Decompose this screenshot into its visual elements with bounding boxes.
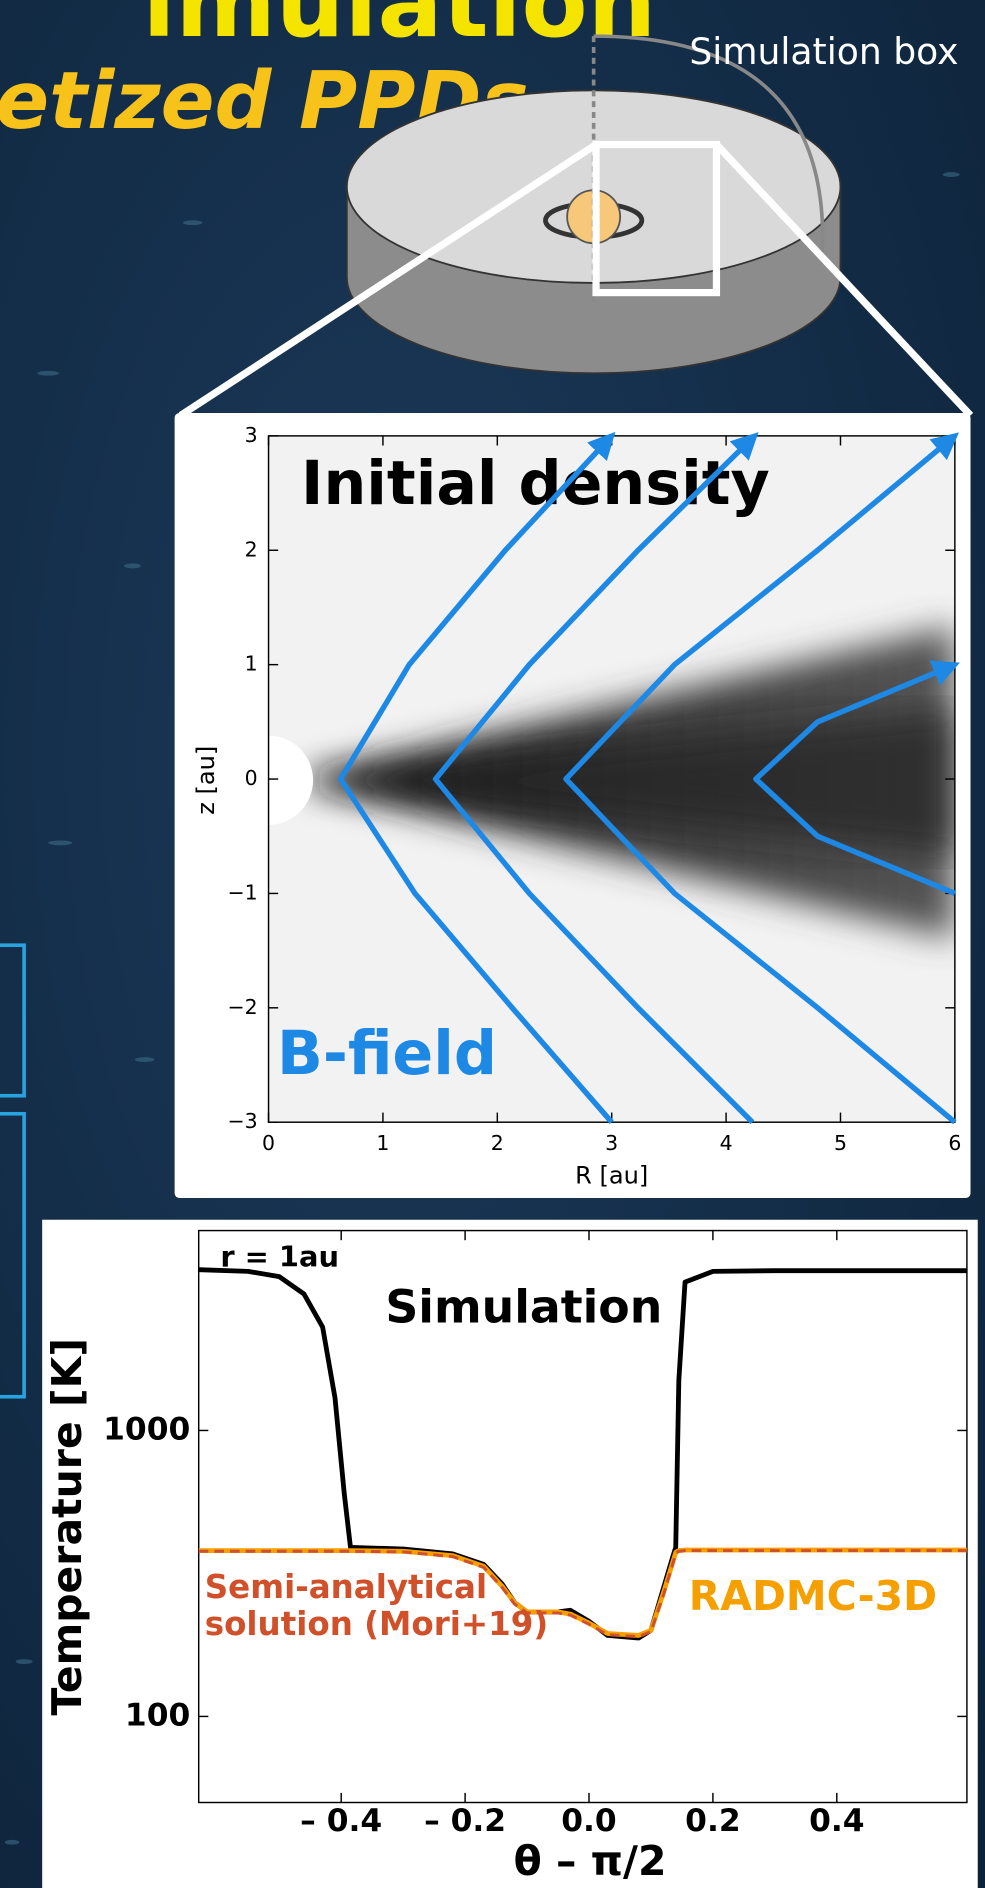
y-tick-label: −2 xyxy=(228,995,258,1019)
slide: imulation etized PPDs Simulation box Ini… xyxy=(0,0,985,1888)
y-tick-label: −3 xyxy=(228,1109,258,1133)
x-tick-label: 0.4 xyxy=(809,1803,864,1839)
x-axis-label: R [au] xyxy=(575,1161,648,1189)
x-tick-label: 0 xyxy=(262,1131,275,1155)
x-tick-label: – 0.4 xyxy=(300,1803,382,1839)
diagram-label: Simulation box xyxy=(689,30,958,73)
y-tick-label: 1000 xyxy=(103,1411,190,1447)
annotation: B-field xyxy=(277,1019,497,1089)
y-axis-label: Temperature [K] xyxy=(43,1338,91,1716)
series-label: RADMC-3D xyxy=(689,1572,937,1620)
x-tick-label: 1 xyxy=(376,1131,389,1155)
y-tick-label: 100 xyxy=(125,1697,190,1733)
y-tick-label: 0 xyxy=(245,766,258,790)
y-tick-label: 2 xyxy=(245,537,258,561)
x-tick-label: 4 xyxy=(720,1131,733,1155)
slide-title: imulation xyxy=(143,0,657,59)
y-tick-label: 1 xyxy=(245,652,258,676)
x-tick-label: 0.0 xyxy=(561,1803,616,1839)
x-tick-label: 2 xyxy=(491,1131,504,1155)
x-tick-label: 6 xyxy=(948,1131,961,1155)
series-label: Simulation xyxy=(385,1281,662,1334)
x-tick-label: 3 xyxy=(605,1131,618,1155)
x-tick-label: 5 xyxy=(834,1131,847,1155)
x-tick-label: 0.2 xyxy=(685,1803,740,1839)
chart-title: Initial density xyxy=(301,449,770,519)
y-tick-label: 3 xyxy=(245,423,258,447)
series-label: Semi-analytical solution (Mori+19) xyxy=(205,1569,554,1665)
page: imulation etized PPDs Simulation box Ini… xyxy=(0,0,985,1888)
series-label-text: Semi-analytical solution (Mori+19) xyxy=(205,1569,554,1644)
x-tick-label: – 0.2 xyxy=(424,1803,506,1839)
x-axis-label: θ – π/2 xyxy=(514,1837,667,1885)
annotation: r = 1au xyxy=(220,1239,339,1273)
y-tick-label: −1 xyxy=(228,880,258,904)
y-axis-label: z [au] xyxy=(192,746,220,815)
